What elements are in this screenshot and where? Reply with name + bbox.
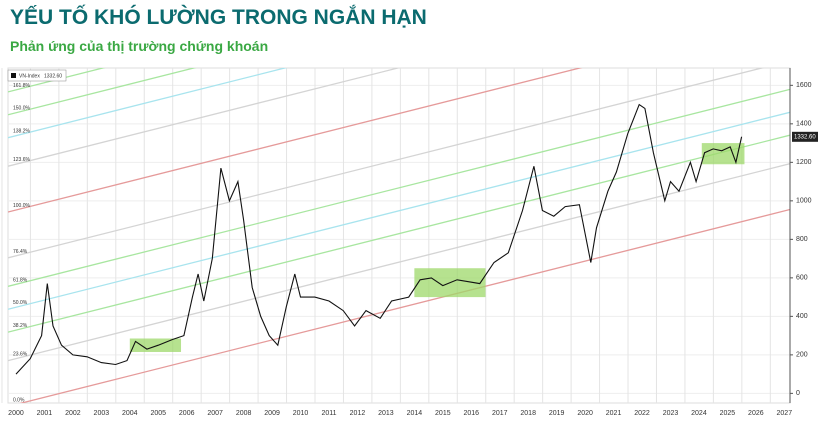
x-tick-label: 2005	[150, 410, 166, 417]
last-value-label: 1332.60	[794, 134, 816, 140]
x-tick-label: 2015	[435, 410, 451, 417]
highlight-box	[129, 338, 182, 352]
x-tick-label: 2004	[122, 410, 138, 417]
x-tick-label: 2013	[378, 410, 394, 417]
last-value-box	[792, 131, 818, 142]
channel-line	[8, 68, 197, 116]
legend-label: VN-Index	[19, 73, 40, 79]
channel-line	[8, 134, 790, 333]
channel-line	[8, 111, 790, 310]
chart-title: YẾU TỐ KHÓ LƯỜNG TRONG NGẮN HẠN	[10, 6, 427, 29]
x-tick-label: 2021	[606, 410, 622, 417]
channel-line	[8, 68, 401, 167]
x-tick-label: 2023	[663, 410, 679, 417]
x-tick-label: 2017	[492, 410, 508, 417]
channel-label: 61.8%	[13, 277, 28, 283]
x-tick-label: 2016	[463, 410, 479, 417]
x-tick-label: 2025	[720, 410, 736, 417]
y-tick-label: 1000	[796, 198, 812, 205]
x-tick-label: 2002	[65, 410, 81, 417]
channels: 0.0% 23.6% 38.2% 50.0% 61.8% 76.4% 100.0% 123.6…	[8, 68, 790, 403]
channel-label: 76.4%	[13, 249, 28, 255]
x-tick-label: 2011	[321, 410, 336, 417]
channel-label: 23.6%	[13, 352, 28, 358]
y-tick-label: 600	[796, 275, 808, 282]
x-tick-label: 2026	[748, 410, 764, 417]
legend-box	[7, 69, 67, 82]
x-tick-label: 2003	[94, 410, 110, 417]
y-tick-label: 1400	[796, 121, 812, 128]
channel-label: 123.6%	[13, 157, 31, 163]
y-tick-label: 1600	[796, 82, 812, 89]
channel-label: 150.0%	[13, 106, 31, 112]
channel-line	[8, 68, 765, 259]
highlight-box	[701, 143, 745, 165]
y-tick-label: 0	[796, 390, 800, 397]
channel-line	[8, 88, 790, 287]
x-tick-label: 2006	[179, 410, 195, 417]
x-tick-label: 2000	[8, 410, 24, 417]
y-tick-label: 200	[796, 352, 808, 359]
x-tick-label: 2027	[777, 410, 793, 417]
channel-label: 100.0%	[13, 203, 31, 209]
channel-label: 38.2%	[13, 323, 28, 329]
channel-line	[8, 163, 790, 362]
chart-subtitle: Phản ứng của thị trường chứng khoán	[10, 38, 269, 54]
x-tick-label: 2001	[37, 410, 53, 417]
x-tick-label: 2007	[207, 410, 223, 417]
x-tick-label: 2019	[549, 410, 565, 417]
x-tick-label: 2010	[293, 410, 309, 417]
channel-label: 161.8%	[13, 83, 31, 89]
x-tick-label: 2009	[264, 410, 280, 417]
y-tick-label: 800	[796, 236, 808, 243]
legend-value: 1332.60	[44, 73, 62, 79]
channel-line	[19, 208, 790, 403]
plot	[15, 103, 745, 375]
x-tick-label: 2008	[236, 410, 252, 417]
price-line	[15, 103, 743, 375]
y-tick-label: 1200	[796, 159, 812, 166]
x-tick-label: 2018	[520, 410, 536, 417]
channel-line	[8, 68, 288, 139]
channel-label: 50.0%	[13, 300, 28, 306]
axes: 0 200 400 600 800 1000 1200 1400 1600 2000 2001 200…	[7, 68, 818, 417]
x-tick-label: 2014	[407, 410, 423, 417]
x-tick-label: 2024	[691, 410, 707, 417]
channel-line	[8, 68, 583, 213]
x-tick-label: 2020	[577, 410, 593, 417]
x-tick-label: 2022	[634, 410, 650, 417]
channel-label: 138.2%	[13, 129, 31, 135]
x-tick-label: 2012	[350, 410, 366, 417]
y-tick-label: 400	[796, 313, 808, 320]
channel-label: 0.0%	[13, 397, 25, 403]
grid	[1, 68, 790, 403]
legend-swatch	[11, 73, 16, 78]
